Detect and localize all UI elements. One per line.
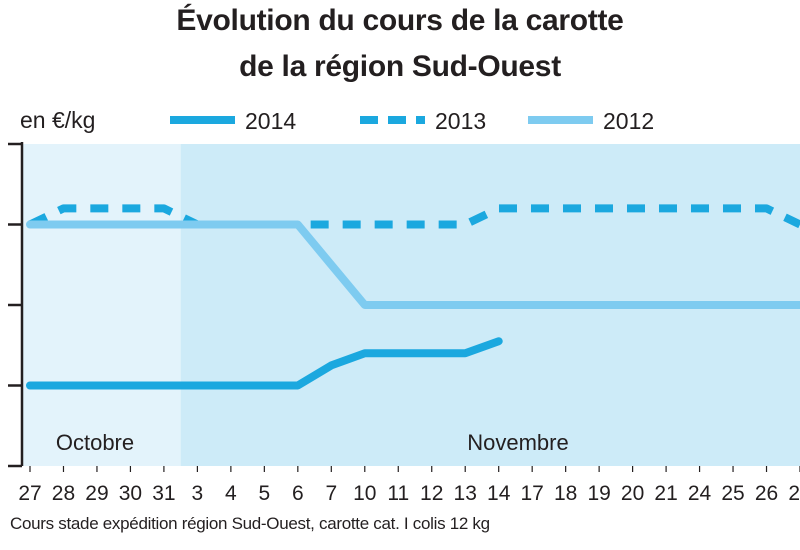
x-tick-label: 20 — [621, 482, 644, 505]
x-tick-label: 19 — [587, 482, 610, 505]
x-tick-label: 10 — [353, 482, 376, 505]
x-tick-label: 21 — [654, 482, 677, 505]
x-tick-label: 31 — [152, 482, 175, 505]
series-line-2014 — [26, 337, 503, 390]
series-line-2012 — [26, 220, 800, 309]
x-tick-label: 17 — [520, 482, 543, 505]
legend-label-2013: 2013 — [435, 108, 486, 134]
chart-subtitle: de la région Sud-Ouest — [239, 50, 561, 83]
x-tick-label: 18 — [554, 482, 577, 505]
chart-title: Évolution du cours de la carotte — [176, 4, 624, 37]
month-label: Octobre — [56, 430, 134, 455]
x-tick-label: 28 — [52, 482, 75, 505]
x-tick-label: 27 — [18, 482, 41, 505]
legend-label-2012: 2012 — [603, 108, 654, 134]
unit-label: en €/kg — [20, 107, 95, 133]
x-tick-label: 13 — [454, 482, 477, 505]
x-tick-label: 6 — [292, 482, 304, 505]
x-tick-label: 25 — [721, 482, 744, 505]
x-tick-label: 30 — [119, 482, 142, 505]
month-label: Novembre — [467, 430, 568, 455]
x-tick-label: 14 — [487, 482, 511, 505]
x-tick-label: 4 — [225, 482, 237, 505]
x-tick-label: 11 — [387, 482, 409, 505]
x-tick-label: 12 — [420, 482, 443, 505]
x-tick-label: 5 — [259, 482, 271, 505]
x-tick-label: 27 — [788, 482, 800, 505]
october-band — [22, 144, 181, 466]
x-tick-label: 26 — [755, 482, 778, 505]
x-tick-label: 7 — [325, 482, 337, 505]
x-tick-label: 29 — [85, 482, 108, 505]
legend-label-2014: 2014 — [245, 108, 296, 134]
x-tick-label: 3 — [192, 482, 204, 505]
series-line-2013 — [28, 204, 800, 229]
x-tick-label: 24 — [688, 482, 712, 505]
chart-footnote: Cours stade expédition région Sud-Ouest,… — [10, 514, 490, 533]
